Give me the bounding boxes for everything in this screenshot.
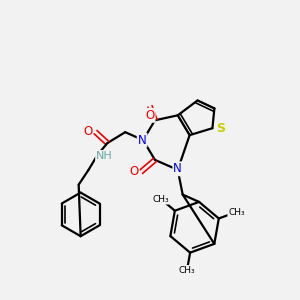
Text: N: N (138, 134, 146, 147)
Text: NH: NH (96, 151, 113, 161)
Text: S: S (216, 122, 225, 135)
Text: O: O (146, 109, 154, 122)
Text: O: O (130, 165, 139, 178)
Text: CH₃: CH₃ (228, 208, 245, 217)
Text: CH₃: CH₃ (178, 266, 195, 275)
Text: O: O (83, 125, 92, 138)
Text: N: N (173, 162, 182, 175)
Text: CH₃: CH₃ (152, 195, 169, 204)
